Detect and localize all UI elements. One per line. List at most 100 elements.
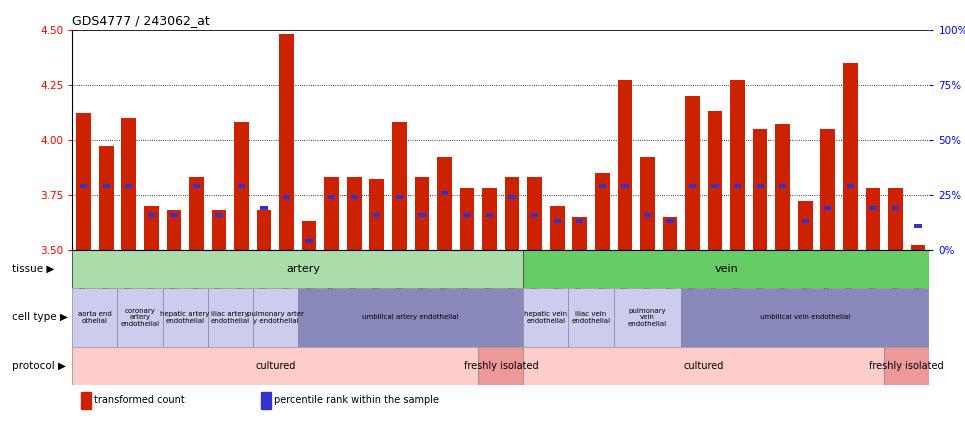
Bar xyxy=(350,195,358,199)
Bar xyxy=(843,63,858,250)
Bar xyxy=(757,184,764,188)
Bar xyxy=(72,250,523,288)
Bar xyxy=(527,177,542,250)
Bar xyxy=(122,118,136,250)
Bar xyxy=(148,213,155,217)
Bar xyxy=(81,392,92,409)
Text: cell type ▶: cell type ▶ xyxy=(13,312,69,322)
Bar xyxy=(118,288,162,347)
Bar xyxy=(731,80,745,250)
Bar xyxy=(598,184,606,188)
Bar xyxy=(550,206,565,250)
Bar xyxy=(211,210,226,250)
Bar xyxy=(663,217,677,250)
Bar xyxy=(261,206,267,210)
Bar xyxy=(261,392,271,409)
Bar xyxy=(125,184,132,188)
Bar xyxy=(396,195,403,199)
Bar xyxy=(798,201,813,250)
Bar xyxy=(640,157,654,250)
Bar xyxy=(463,213,471,217)
Bar xyxy=(298,288,523,347)
Text: pulmonary
vein
endothelial: pulmonary vein endothelial xyxy=(628,308,667,327)
Bar xyxy=(509,195,515,199)
Text: coronary
artery
endothelial: coronary artery endothelial xyxy=(121,308,159,327)
Bar xyxy=(392,122,406,250)
Bar xyxy=(102,184,110,188)
Bar xyxy=(72,288,118,347)
Bar xyxy=(72,347,479,385)
Bar xyxy=(189,177,204,250)
Text: vein: vein xyxy=(714,264,738,274)
Bar xyxy=(531,213,538,217)
Bar xyxy=(689,184,696,188)
Bar xyxy=(595,173,610,250)
Bar xyxy=(370,179,384,250)
Bar xyxy=(170,213,178,217)
Text: hepatic vein
endothelial: hepatic vein endothelial xyxy=(524,311,567,324)
Bar xyxy=(76,113,91,250)
Text: percentile rank within the sample: percentile rank within the sample xyxy=(274,395,439,405)
Bar xyxy=(666,219,674,223)
Bar xyxy=(162,288,207,347)
Bar xyxy=(866,188,880,250)
Text: transformed count: transformed count xyxy=(94,395,184,405)
Bar xyxy=(618,80,632,250)
Bar xyxy=(302,221,317,250)
Bar xyxy=(753,129,767,250)
Text: hepatic artery
endothelial: hepatic artery endothelial xyxy=(160,311,209,324)
Bar xyxy=(776,124,790,250)
Bar xyxy=(621,184,628,188)
Text: iliac vein
endothelial: iliac vein endothelial xyxy=(571,311,611,324)
Bar xyxy=(80,184,87,188)
Bar xyxy=(869,206,876,210)
Bar xyxy=(576,219,584,223)
Text: umbilical artery endothelial: umbilical artery endothelial xyxy=(363,314,459,320)
Bar xyxy=(820,129,835,250)
Text: GDS4777 / 243062_at: GDS4777 / 243062_at xyxy=(72,14,210,27)
Bar xyxy=(779,184,786,188)
Text: protocol ▶: protocol ▶ xyxy=(13,361,67,371)
Bar xyxy=(207,288,253,347)
Bar xyxy=(144,206,158,250)
Bar xyxy=(459,188,475,250)
Bar xyxy=(237,184,245,188)
Bar xyxy=(347,177,362,250)
Bar xyxy=(253,288,298,347)
Bar xyxy=(523,250,929,288)
Text: freshly isolated: freshly isolated xyxy=(869,361,944,371)
Bar xyxy=(802,219,809,223)
Bar xyxy=(911,245,925,250)
Bar xyxy=(479,347,523,385)
Bar xyxy=(215,213,223,217)
Bar xyxy=(824,206,832,210)
Text: aorta end
othelial: aorta end othelial xyxy=(78,311,112,324)
Bar xyxy=(846,184,854,188)
Bar xyxy=(572,217,587,250)
Bar xyxy=(234,122,249,250)
Bar xyxy=(734,184,741,188)
Bar xyxy=(681,288,929,347)
Bar xyxy=(892,206,899,210)
Bar xyxy=(98,146,114,250)
Bar xyxy=(283,195,290,199)
Bar xyxy=(415,177,429,250)
Bar xyxy=(328,195,336,199)
Text: cultured: cultured xyxy=(255,361,295,371)
Bar xyxy=(167,210,181,250)
Bar xyxy=(523,288,568,347)
Bar xyxy=(554,219,561,223)
Bar xyxy=(614,288,681,347)
Text: artery: artery xyxy=(287,264,320,274)
Text: iliac artery
endothelial: iliac artery endothelial xyxy=(210,311,250,324)
Bar xyxy=(324,177,339,250)
Bar xyxy=(482,188,497,250)
Bar xyxy=(884,347,929,385)
Bar xyxy=(279,34,294,250)
Bar xyxy=(373,213,380,217)
Bar xyxy=(486,213,493,217)
Bar xyxy=(193,184,200,188)
Text: cultured: cultured xyxy=(683,361,724,371)
Bar xyxy=(568,288,614,347)
Text: tissue ▶: tissue ▶ xyxy=(13,264,55,274)
